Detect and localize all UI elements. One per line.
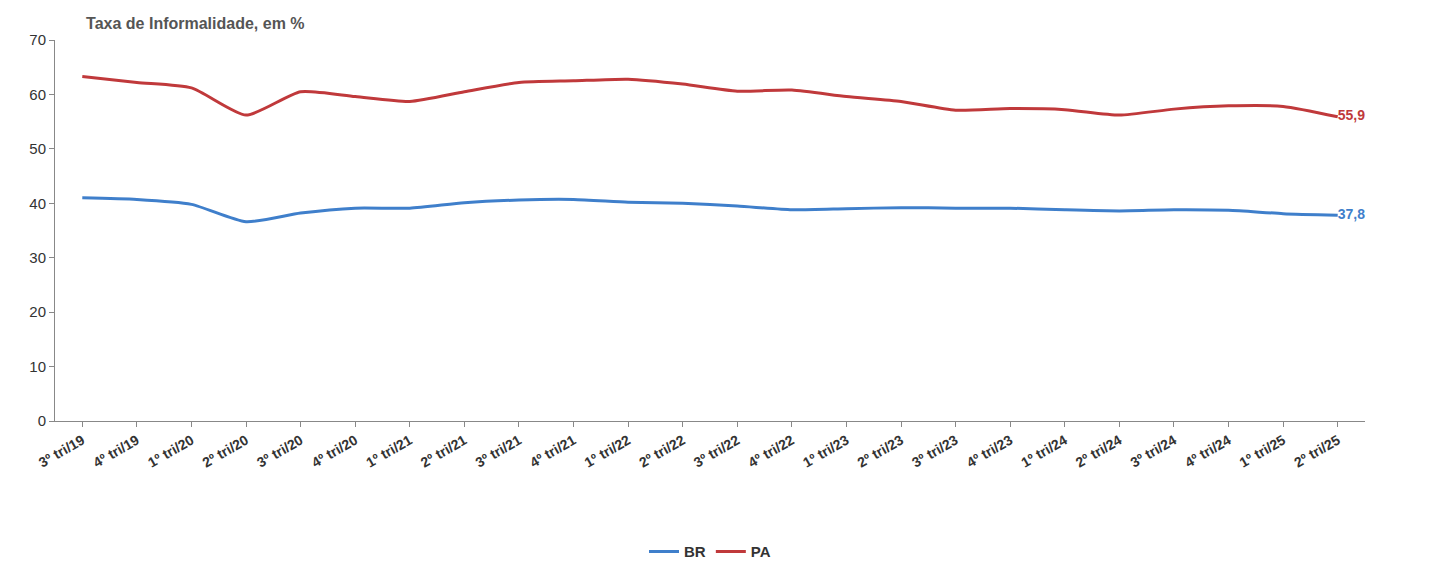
svg-text:3º tri/19: 3º tri/19: [36, 432, 88, 471]
svg-text:60: 60: [29, 86, 46, 103]
svg-text:1º tri/25: 1º tri/25: [1237, 432, 1289, 471]
svg-text:1º tri/21: 1º tri/21: [363, 432, 415, 471]
svg-text:20: 20: [29, 303, 46, 320]
svg-text:1º tri/22: 1º tri/22: [582, 432, 634, 471]
svg-text:1º tri/24: 1º tri/24: [1018, 432, 1070, 471]
svg-text:0: 0: [38, 412, 46, 429]
svg-text:37,8: 37,8: [1338, 206, 1365, 222]
svg-text:Taxa de Informalidade, em %: Taxa de Informalidade, em %: [86, 15, 304, 32]
svg-text:2º tri/25: 2º tri/25: [1291, 432, 1343, 471]
svg-text:2º tri/23: 2º tri/23: [855, 432, 907, 471]
svg-text:2º tri/20: 2º tri/20: [200, 432, 252, 471]
svg-text:40: 40: [29, 195, 46, 212]
svg-text:1º tri/23: 1º tri/23: [800, 432, 852, 471]
svg-text:3º tri/22: 3º tri/22: [691, 432, 743, 471]
svg-text:3º tri/21: 3º tri/21: [472, 432, 524, 471]
svg-text:3º tri/24: 3º tri/24: [1127, 432, 1179, 471]
svg-text:4º tri/19: 4º tri/19: [90, 432, 142, 471]
svg-text:PA: PA: [751, 543, 771, 560]
svg-text:4º tri/20: 4º tri/20: [309, 432, 361, 471]
svg-text:30: 30: [29, 249, 46, 266]
svg-text:50: 50: [29, 140, 46, 157]
svg-text:10: 10: [29, 358, 46, 375]
svg-text:3º tri/20: 3º tri/20: [254, 432, 306, 471]
svg-text:4º tri/23: 4º tri/23: [964, 432, 1016, 471]
svg-text:2º tri/24: 2º tri/24: [1073, 432, 1125, 471]
svg-text:70: 70: [29, 31, 46, 48]
svg-text:4º tri/22: 4º tri/22: [745, 432, 797, 471]
svg-text:3º tri/23: 3º tri/23: [909, 432, 961, 471]
svg-text:4º tri/24: 4º tri/24: [1182, 432, 1234, 471]
svg-text:55,9: 55,9: [1338, 107, 1365, 123]
svg-text:2º tri/21: 2º tri/21: [418, 432, 470, 471]
svg-text:BR: BR: [684, 543, 706, 560]
svg-text:4º tri/21: 4º tri/21: [527, 432, 579, 471]
svg-text:2º tri/22: 2º tri/22: [636, 432, 688, 471]
svg-text:1º tri/20: 1º tri/20: [145, 432, 197, 471]
